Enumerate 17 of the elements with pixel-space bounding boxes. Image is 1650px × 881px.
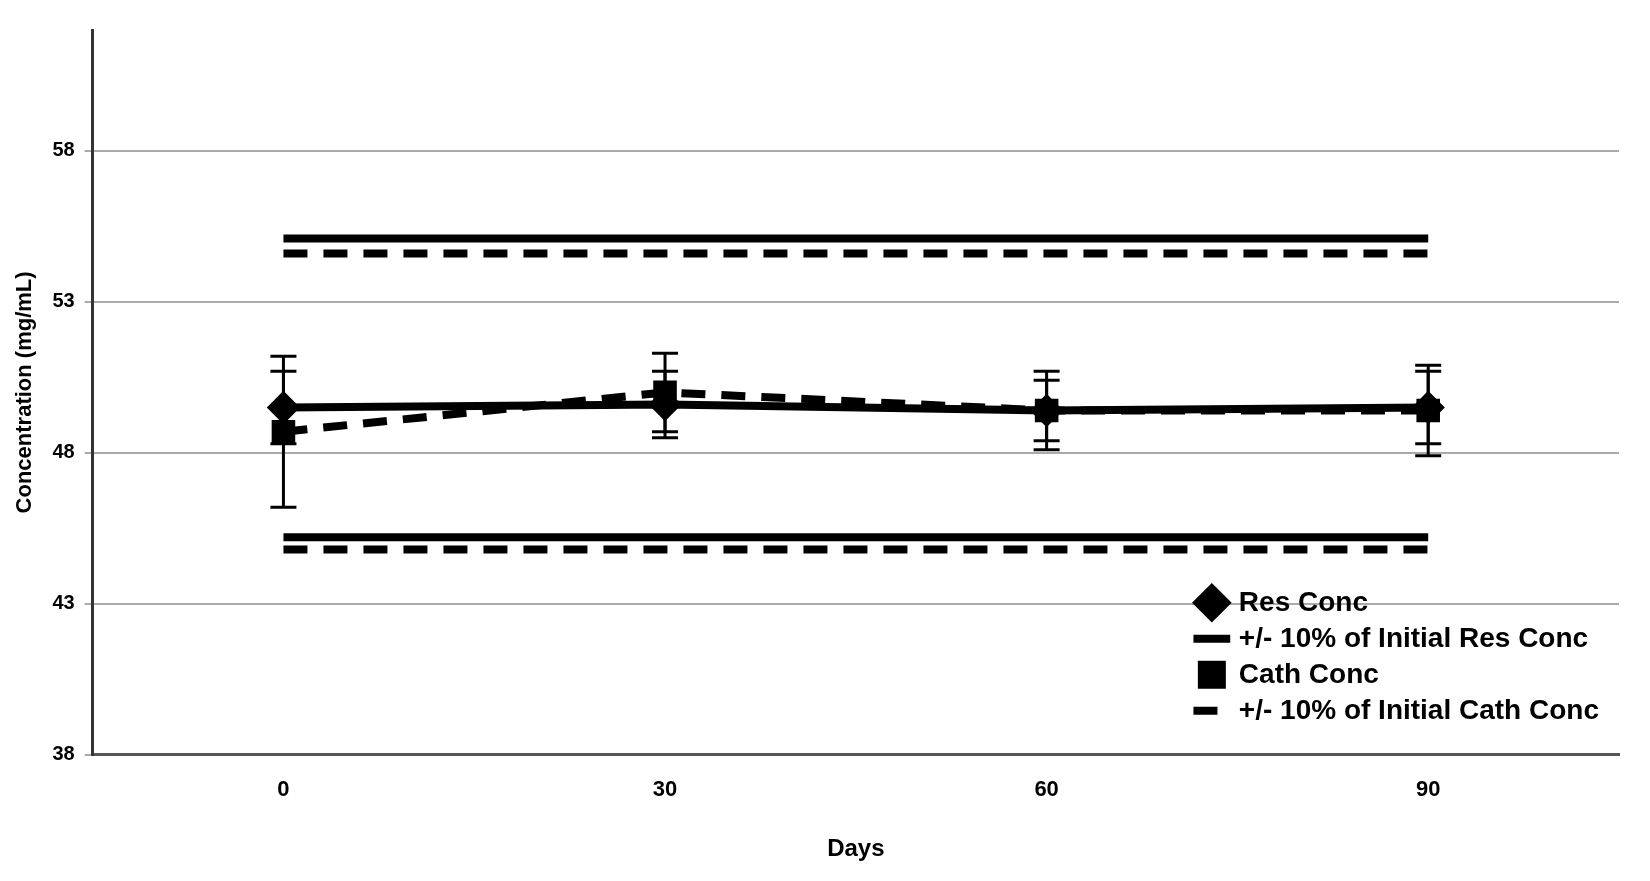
x-tick-label: 30 xyxy=(652,776,678,802)
y-tick-label: 53 xyxy=(52,289,75,312)
point xyxy=(268,392,299,423)
y-tick-label: 48 xyxy=(52,440,75,463)
legend-label: Res Conc xyxy=(1238,585,1368,617)
legend-label: Cath Conc xyxy=(1238,657,1379,689)
y-tick-label: 43 xyxy=(52,591,75,614)
legend-label: +/- 10% of Initial Cath Conc xyxy=(1238,693,1600,725)
y-tick-label: 38 xyxy=(52,742,75,765)
x-axis-title: Days xyxy=(827,834,885,862)
legend-label: +/- 10% of Initial Res Conc xyxy=(1238,621,1589,653)
y-tick-label: 58 xyxy=(52,138,75,161)
x-tick-label: 90 xyxy=(1415,776,1441,802)
point xyxy=(271,419,296,444)
y-axis-title: Concentration (mg/mL) xyxy=(11,271,37,514)
x-tick-label: 0 xyxy=(277,776,290,802)
x-tick-label: 60 xyxy=(1034,776,1059,802)
